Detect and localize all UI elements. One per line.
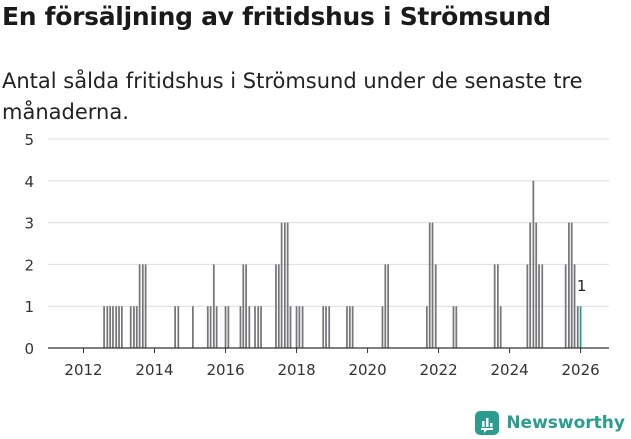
bar bbox=[564, 264, 567, 348]
chart-title: En försäljning av fritidshus i Strömsund bbox=[2, 2, 551, 31]
bar bbox=[141, 264, 144, 348]
bar bbox=[455, 306, 458, 348]
chart-subtitle: Antal sålda fritidshus i Strömsund under… bbox=[2, 69, 583, 124]
bar bbox=[576, 306, 579, 348]
bar bbox=[289, 306, 292, 348]
axes bbox=[48, 347, 609, 353]
x-tick-label: 2022 bbox=[419, 361, 457, 379]
bar bbox=[322, 306, 325, 348]
y-tick-label: 0 bbox=[24, 340, 34, 358]
bar bbox=[257, 306, 260, 348]
bar bbox=[431, 222, 434, 348]
bar bbox=[570, 222, 573, 348]
bar bbox=[206, 306, 209, 348]
bar bbox=[245, 264, 248, 348]
bar bbox=[428, 222, 431, 348]
y-tick-label: 4 bbox=[24, 173, 34, 191]
bar bbox=[260, 306, 262, 348]
bar bbox=[535, 222, 538, 348]
bar bbox=[109, 306, 112, 348]
bar bbox=[434, 264, 437, 348]
bar bbox=[212, 264, 215, 348]
bar bbox=[499, 306, 502, 348]
x-tick-label: 2026 bbox=[562, 361, 600, 379]
bar bbox=[280, 222, 283, 348]
bar bbox=[541, 264, 544, 348]
newsworthy-brand: Newsworthy bbox=[474, 407, 625, 439]
bar bbox=[138, 264, 141, 348]
bar bbox=[384, 264, 387, 348]
bar bbox=[239, 306, 242, 348]
bar bbox=[227, 306, 230, 348]
bar bbox=[209, 306, 212, 348]
x-tick-label: 2020 bbox=[348, 361, 386, 379]
bar bbox=[120, 306, 123, 348]
bar bbox=[106, 306, 109, 348]
bar bbox=[425, 306, 428, 348]
bar bbox=[174, 306, 176, 348]
bar bbox=[325, 306, 327, 348]
bar bbox=[112, 306, 114, 348]
bar bbox=[452, 306, 455, 348]
bar bbox=[144, 264, 147, 348]
bar bbox=[567, 222, 570, 348]
bar bbox=[298, 306, 301, 348]
bar bbox=[224, 306, 227, 348]
bar bbox=[573, 264, 576, 348]
bar bbox=[242, 264, 245, 348]
labels: 0 1 2 3 4 5 2012 2014 2016 2018 2020 2022 2024 2026 1 bbox=[24, 131, 599, 379]
x-tick-label: 2024 bbox=[490, 361, 528, 379]
bar bbox=[351, 306, 354, 348]
bar bbox=[496, 264, 499, 348]
bar bbox=[129, 306, 132, 348]
y-tick-label: 2 bbox=[24, 256, 34, 274]
bar bbox=[295, 306, 298, 348]
bar bbox=[532, 180, 535, 348]
bars bbox=[103, 180, 582, 348]
bar bbox=[381, 306, 384, 348]
bar bbox=[115, 306, 118, 348]
bar bbox=[286, 222, 289, 348]
x-tick-label: 2014 bbox=[135, 361, 173, 379]
brand-name: Newsworthy bbox=[506, 413, 625, 433]
bar bbox=[118, 306, 120, 348]
bar bbox=[191, 306, 194, 348]
bar bbox=[248, 306, 251, 348]
bar bbox=[103, 306, 105, 348]
bar bbox=[254, 306, 256, 348]
bar bbox=[529, 222, 532, 348]
gridlines bbox=[48, 138, 609, 307]
x-tick-label: 2016 bbox=[206, 361, 244, 379]
y-tick-label: 1 bbox=[24, 298, 34, 316]
newsworthy-logo-icon bbox=[475, 411, 500, 435]
bar bbox=[277, 264, 280, 348]
bar bbox=[135, 306, 138, 348]
bar bbox=[283, 222, 286, 348]
y-tick-label: 3 bbox=[24, 215, 34, 233]
bar bbox=[301, 306, 304, 348]
bar bbox=[133, 306, 135, 348]
x-tick-label: 2012 bbox=[64, 361, 102, 379]
bar bbox=[348, 306, 351, 348]
bar bbox=[177, 306, 180, 348]
data-label-latest: 1 bbox=[577, 277, 587, 295]
bar-chart: 0 1 2 3 4 5 2012 2014 2016 2018 2020 2022 2024 2026 1 bbox=[24, 131, 609, 379]
bar bbox=[346, 306, 348, 348]
bar-latest bbox=[579, 306, 582, 348]
bar bbox=[215, 306, 218, 348]
bar bbox=[493, 264, 496, 348]
bar bbox=[275, 264, 277, 348]
bar bbox=[526, 264, 529, 348]
bar bbox=[328, 306, 331, 348]
y-tick-label: 5 bbox=[24, 131, 34, 149]
bar bbox=[538, 264, 540, 348]
bar bbox=[387, 264, 390, 348]
x-tick-label: 2018 bbox=[277, 361, 315, 379]
